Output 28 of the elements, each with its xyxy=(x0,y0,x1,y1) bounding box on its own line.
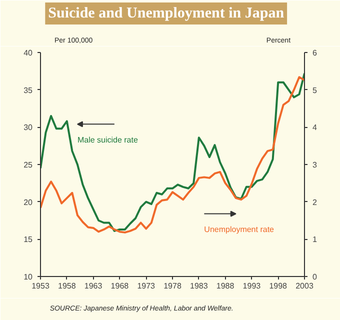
x-tick-label: 1973 xyxy=(137,282,156,290)
x-tick-label: 1968 xyxy=(110,282,130,290)
y-tick-label: 30 xyxy=(24,123,34,132)
x-tick-label: 1963 xyxy=(84,282,103,290)
y-tick-label: 25 xyxy=(24,160,34,170)
y-tick-label: 15 xyxy=(24,235,34,244)
y2-tick-label: 4 xyxy=(312,123,318,132)
text: Unemployment rate xyxy=(204,224,275,234)
y-tick-label: 20 xyxy=(24,198,34,207)
chart-title: Suicide and Unemployment in Japan xyxy=(48,6,285,22)
x-tick-label: 1983 xyxy=(190,282,208,290)
x-tick-label: 1953 xyxy=(32,282,50,290)
x-tick-label: 1988 xyxy=(216,282,235,290)
y2-tick-label: 6 xyxy=(312,48,318,58)
y-tick-label: 35 xyxy=(24,86,34,95)
y2-tick-label: 2 xyxy=(312,198,318,207)
y-tick-label: 40 xyxy=(24,48,34,58)
series-label: Male suicide rate xyxy=(77,135,138,144)
y2-tick-label: 0 xyxy=(312,272,318,282)
x-tick-label: 1998 xyxy=(269,282,288,290)
x-tick-label: 1978 xyxy=(164,282,182,290)
x-tick-label: 1993 xyxy=(242,282,262,290)
y2-tick-label: 3 xyxy=(312,160,318,170)
x-tick-label: 2003 xyxy=(296,282,314,290)
x-tick-label: 1958 xyxy=(58,282,76,290)
y2-tick-label: 1 xyxy=(312,235,318,244)
y2-tick-label: 5 xyxy=(312,86,318,95)
y-tick-label: 10 xyxy=(24,272,34,282)
